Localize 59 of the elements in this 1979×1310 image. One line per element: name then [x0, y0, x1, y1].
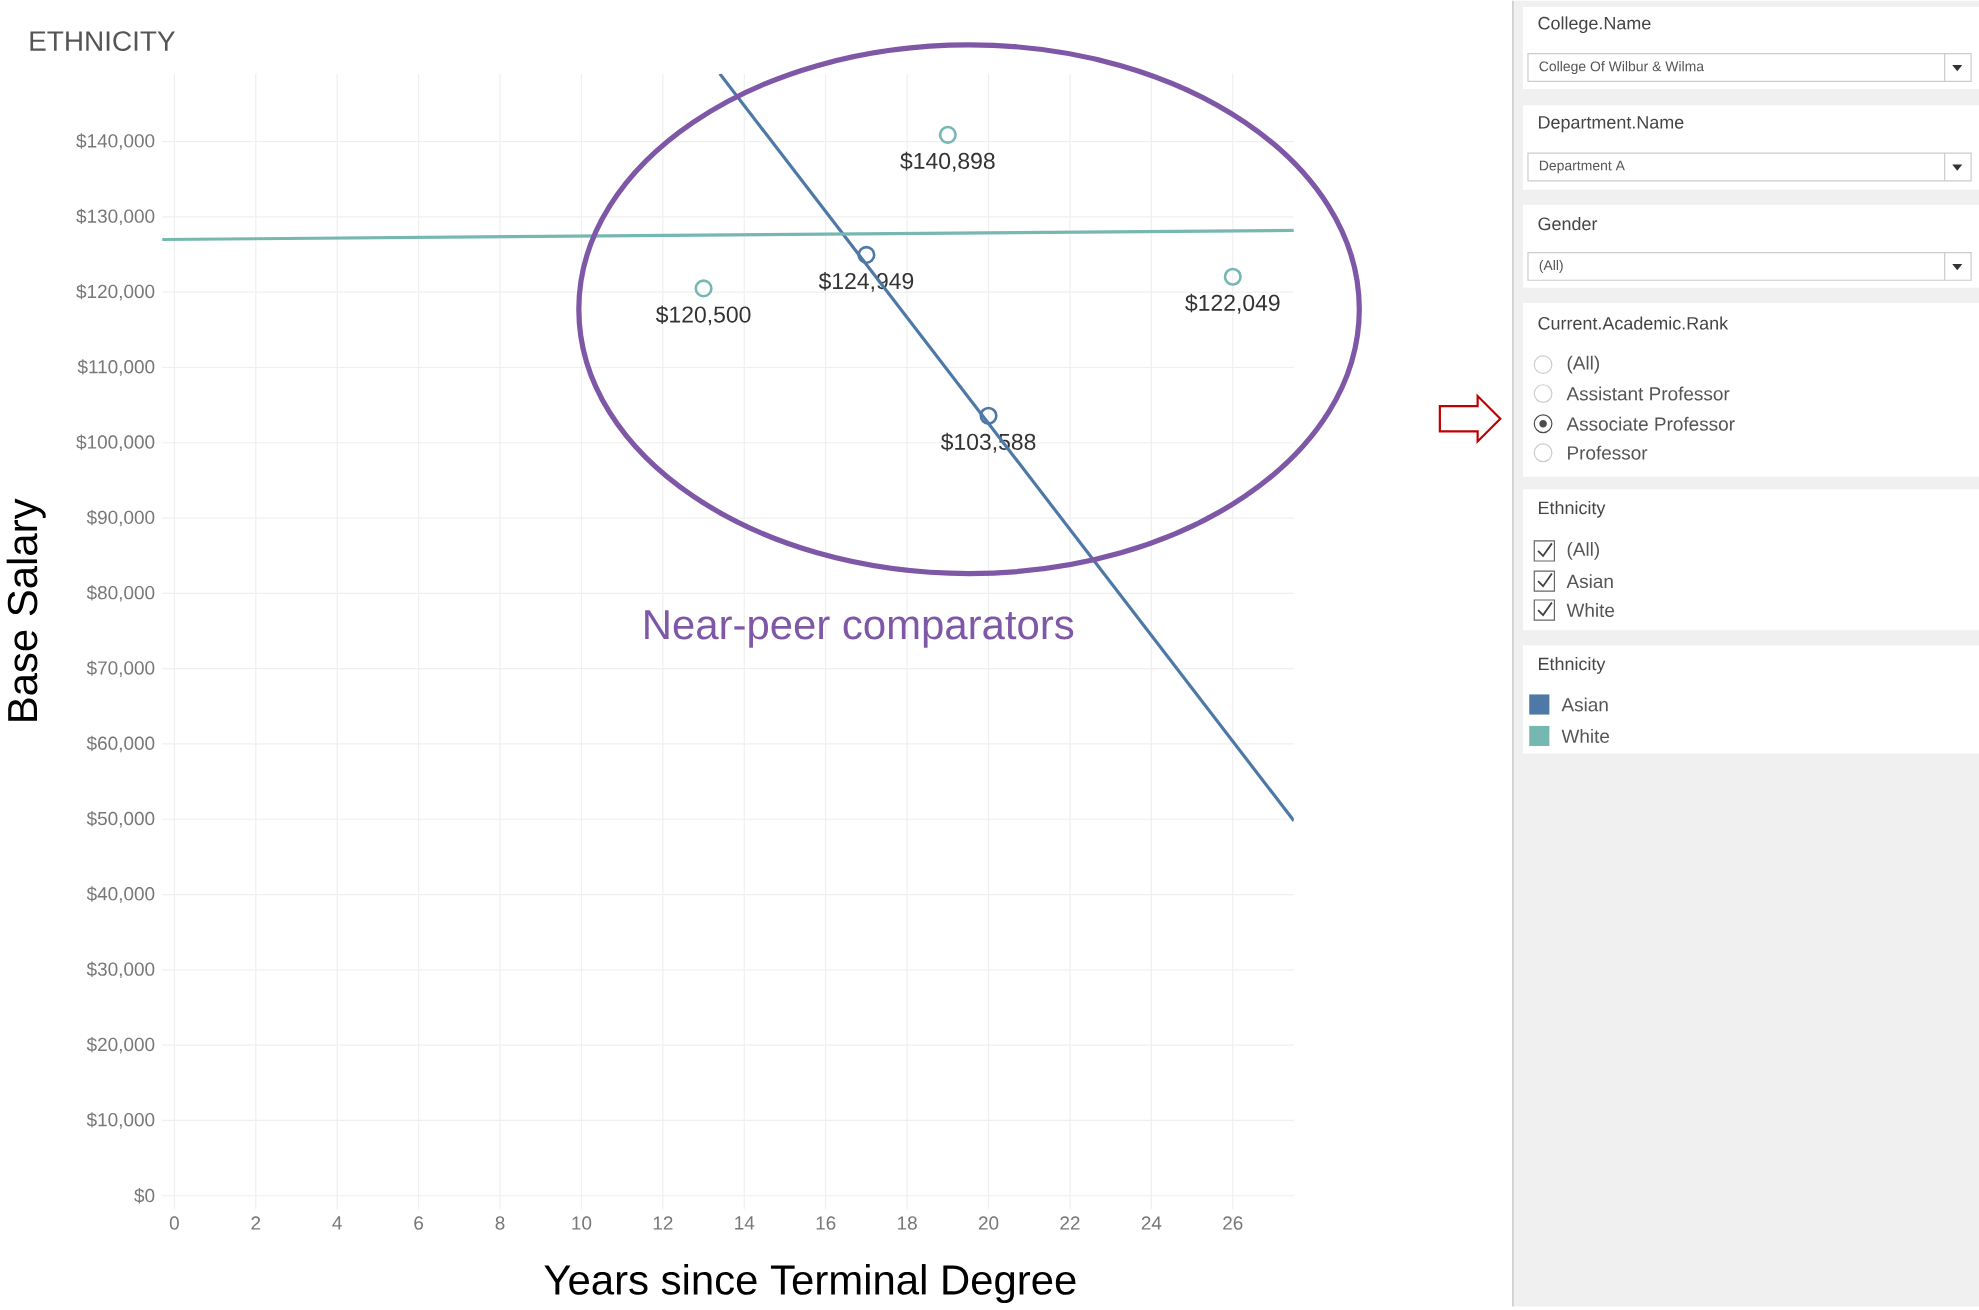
x-tick-label: 26 — [1223, 1216, 1243, 1230]
x-tick-label: 6 — [414, 1216, 424, 1230]
text: White — [1566, 603, 1615, 618]
point — [1223, 267, 1242, 286]
x-tick-label: 10 — [572, 1216, 592, 1230]
x-tick-label: 2 — [251, 1216, 261, 1230]
text: College Of Wilbur & Wilma — [1539, 61, 1705, 75]
text: Asian — [1566, 574, 1613, 589]
text: Gender — [1538, 217, 1598, 231]
legend-label: Asian — [1561, 697, 1608, 712]
y-tick-label: $110,000 — [77, 359, 155, 376]
x-tick-label: 16 — [816, 1216, 836, 1230]
point — [979, 406, 998, 425]
text: (All) — [1567, 355, 1599, 374]
y-tick-label: $100,000 — [76, 434, 155, 452]
x-tick-label: 0 — [169, 1216, 179, 1230]
text: (All) — [1567, 542, 1599, 560]
y-tick-label: $70,000 — [86, 660, 155, 678]
x-tick-label: 14 — [735, 1216, 755, 1230]
x-tick-label: 12 — [653, 1216, 673, 1230]
legend-title: Ethnicity — [1539, 657, 1606, 674]
x-tick-label: 18 — [898, 1216, 917, 1230]
text: Assistant Professor — [1566, 386, 1730, 401]
point — [694, 279, 713, 298]
text: Professor — [1568, 445, 1648, 460]
text: Department.Name — [1539, 116, 1684, 133]
point — [857, 245, 876, 265]
y-tick-label: $10,000 — [86, 1112, 155, 1129]
data-label: $122,049 — [1185, 293, 1280, 314]
y-tick-label: $60,000 — [86, 735, 155, 753]
point — [938, 125, 957, 145]
annotation: Near-peer comparators — [645, 610, 1074, 648]
data-label: $120,500 — [655, 305, 751, 326]
chart-title: ETHNICITY — [30, 31, 175, 52]
y-tick-label: $20,000 — [86, 1037, 155, 1054]
y-tick-label: $40,000 — [86, 886, 155, 903]
y-tick-label: $140,000 — [76, 133, 155, 150]
y-tick-label: $130,000 — [76, 208, 155, 226]
y-tick-label: $50,000 — [86, 811, 155, 828]
x-tick-label: 24 — [1141, 1216, 1162, 1230]
text: College.Name — [1538, 16, 1651, 34]
x-tick-label: 22 — [1060, 1216, 1080, 1230]
y-tick-label: $0 — [134, 1188, 155, 1204]
text: Department A — [1539, 160, 1625, 174]
x-axis-title: Years since Terminal Degree — [544, 1264, 1076, 1304]
y-axis-title: Base Salary — [6, 498, 46, 721]
x-tick-label: 20 — [978, 1216, 999, 1230]
text: Ethnicity — [1539, 501, 1606, 518]
data-label: $140,898 — [900, 151, 995, 172]
y-tick-label: $80,000 — [86, 585, 155, 602]
x-tick-label: 8 — [495, 1216, 505, 1230]
text: Current.Academic.Rank — [1538, 316, 1729, 330]
y-tick-label: $30,000 — [86, 961, 155, 979]
text: (All) — [1539, 260, 1563, 274]
x-tick-label: 4 — [332, 1216, 342, 1230]
text: Associate Professor — [1566, 416, 1735, 431]
y-tick-label: $90,000 — [86, 509, 155, 527]
legend-label: White — [1561, 729, 1610, 744]
y-tick-label: $120,000 — [76, 284, 155, 301]
